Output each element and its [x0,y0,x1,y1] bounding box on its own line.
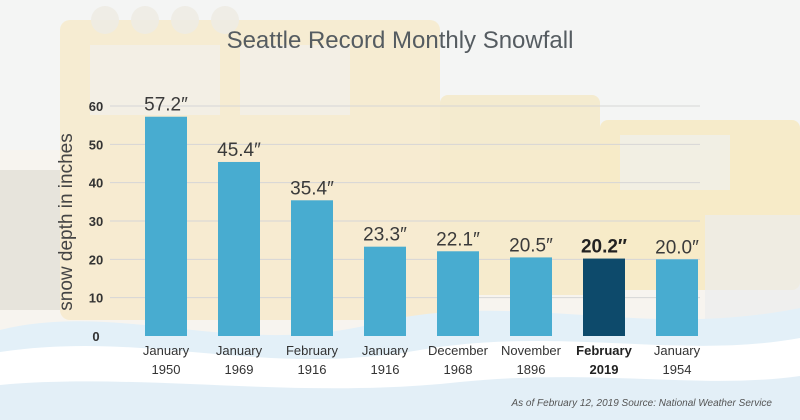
x-category-label: January [143,343,190,358]
x-axis-categories: January 1950 January 1969 February 1916 Januar… [143,343,701,377]
y-tick-label: 20 [89,252,103,267]
x-category-label: January [362,343,409,358]
x-category-year: 1950 [152,362,181,377]
bar [145,116,187,336]
value-label: 20.2″ [581,237,627,258]
bars [145,116,698,336]
x-category-year: 1896 [517,362,546,377]
value-label: 22.1″ [436,229,480,250]
value-label: 20.5″ [509,235,553,256]
x-category-label: January [216,343,263,358]
x-category-label: February [286,343,339,358]
x-category-year: 1954 [663,362,692,377]
y-tick-label: 30 [89,214,103,229]
y-tick-label: 0 [92,329,99,344]
bar [583,258,625,336]
y-axis-ticks: 0 10 20 30 40 50 60 [89,99,103,344]
x-category-year: 1969 [225,362,254,377]
x-category-label: December [428,343,489,358]
bar [656,259,698,336]
x-category-year: 2019 [590,362,619,377]
value-label: 20.0″ [655,237,699,258]
value-label: 23.3″ [363,225,407,246]
x-category-year: 1916 [371,362,400,377]
y-tick-label: 50 [89,137,103,152]
value-label: 57.2″ [144,95,188,116]
y-tick-label: 40 [89,176,103,191]
x-category-label: January [654,343,701,358]
value-label: 45.4″ [217,140,261,161]
y-tick-label: 60 [89,99,103,114]
chart-title: Seattle Record Monthly Snowfall [227,27,574,54]
bar [218,161,260,336]
x-category-label: February [576,343,632,358]
source-footnote: As of February 12, 2019 Source: National… [510,398,772,409]
x-category-label: November [501,343,562,358]
bar [364,246,406,336]
value-label: 35.4″ [290,178,334,199]
y-axis-label: snow depth in inches [56,133,77,310]
bar [291,200,333,336]
bar [437,251,479,336]
value-labels: 57.2″ 45.4″ 35.4″ 23.3″ 22.1″ 20.5″ 20.2″ 20.0″ [144,95,699,259]
y-tick-label: 10 [89,291,103,306]
bar [510,257,552,336]
x-category-year: 1968 [444,362,473,377]
x-category-year: 1916 [298,362,327,377]
